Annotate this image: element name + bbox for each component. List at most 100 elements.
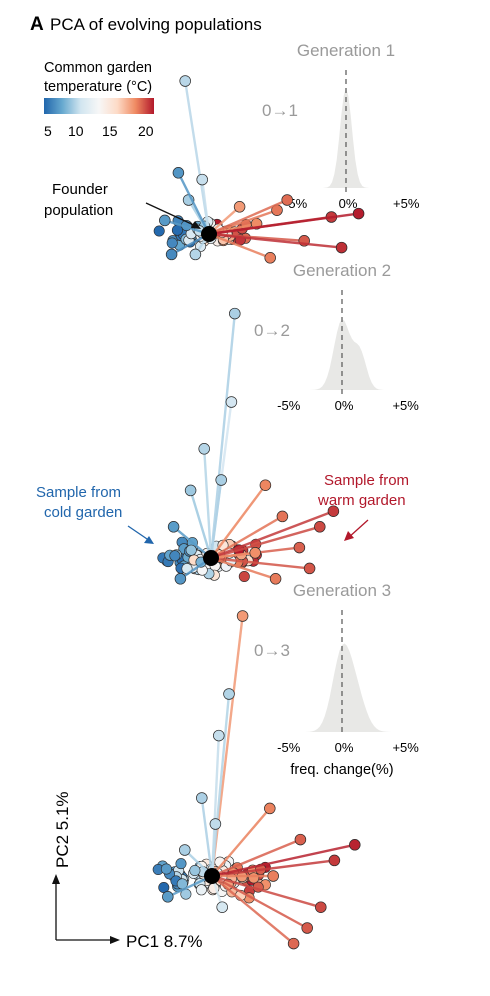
inset-transition-label: 0→1 bbox=[262, 101, 298, 120]
panel-letter: A bbox=[30, 14, 44, 35]
pca-point bbox=[185, 544, 197, 556]
pca-point bbox=[160, 863, 172, 875]
colorbar-tick-20: 20 bbox=[138, 123, 154, 139]
pca-point bbox=[269, 573, 282, 585]
inset-transition-label: 0→2 bbox=[254, 321, 290, 340]
pca-point bbox=[153, 225, 165, 237]
colorbar-title-line2: temperature (°C) bbox=[44, 79, 152, 95]
trajectory-line bbox=[210, 823, 217, 877]
trajectory-line bbox=[210, 515, 284, 560]
generation-2-panel: Generation 2 0→2 -5% 0% +5% bbox=[157, 261, 419, 585]
generation-title: Generation 2 bbox=[293, 261, 391, 280]
pca-point bbox=[314, 521, 326, 533]
cold-arrowhead bbox=[144, 536, 154, 544]
trajectory-line bbox=[189, 490, 213, 559]
founder-arrowhead bbox=[191, 221, 201, 229]
colorbar-tick-15: 15 bbox=[102, 123, 118, 139]
trajectory-line bbox=[201, 179, 211, 235]
pca-point bbox=[179, 75, 191, 87]
pca-point bbox=[166, 237, 178, 249]
pc2-axis-label: PC2 5.1% bbox=[53, 791, 72, 868]
inset-tick-label: -5% bbox=[277, 740, 301, 755]
pca-point bbox=[179, 844, 191, 856]
trajectory-line bbox=[208, 212, 359, 236]
pca-point bbox=[249, 547, 261, 559]
pca-point bbox=[236, 610, 249, 622]
pca-point bbox=[159, 214, 171, 227]
trajectory-line bbox=[203, 448, 213, 559]
trajectory-line bbox=[210, 556, 310, 570]
pca-point bbox=[233, 201, 246, 213]
pca-point bbox=[184, 484, 197, 497]
pca-point bbox=[189, 864, 201, 876]
pca-point bbox=[213, 729, 225, 742]
pca-point bbox=[229, 307, 241, 320]
pca-point bbox=[287, 937, 300, 950]
colorbar-tick-5: 5 bbox=[44, 123, 52, 139]
pca-point bbox=[223, 688, 235, 700]
trajectory-line bbox=[211, 843, 356, 878]
cold-label-line2: cold garden bbox=[44, 504, 122, 521]
pca-point bbox=[216, 901, 228, 913]
trajectory-line bbox=[211, 874, 308, 930]
pca-point bbox=[267, 870, 279, 882]
inset-tick-label: +5% bbox=[393, 196, 420, 211]
founder-point bbox=[204, 868, 220, 884]
pca-point bbox=[276, 510, 289, 523]
pca-point bbox=[174, 573, 187, 585]
inset-tick-label: 0% bbox=[335, 740, 354, 755]
figure-title: PCA of evolving populations bbox=[50, 15, 262, 34]
cold-arrow bbox=[127, 525, 151, 542]
founder-arrow bbox=[145, 202, 199, 228]
cold-label-line1: Sample from bbox=[36, 484, 121, 501]
generation-3-panel: Generation 3 0→3 -5% 0% +5% freq. change(%) bbox=[152, 581, 419, 950]
inset-tick-label: +5% bbox=[392, 398, 419, 413]
trajectory-line bbox=[210, 484, 267, 559]
pc2-axis-arrowhead bbox=[52, 874, 60, 884]
pca-point bbox=[281, 194, 293, 206]
trajectory-line bbox=[167, 874, 213, 898]
pca-point bbox=[315, 901, 327, 913]
founder-point bbox=[203, 550, 219, 566]
inset-tick-label: -5% bbox=[277, 398, 301, 413]
founder-point bbox=[201, 226, 217, 242]
trajectory-line bbox=[200, 797, 214, 877]
pca-point bbox=[248, 872, 260, 884]
pca-point bbox=[167, 521, 180, 533]
pca-point bbox=[294, 833, 307, 846]
pca-point bbox=[169, 550, 181, 562]
trajectory-line bbox=[210, 525, 321, 560]
pca-point bbox=[189, 248, 202, 261]
trajectory-line bbox=[208, 232, 271, 259]
trajectory-line bbox=[211, 875, 295, 945]
pca-point bbox=[352, 207, 365, 220]
pca-point bbox=[225, 396, 238, 408]
founder-label-line2: population bbox=[44, 202, 113, 219]
trajectory-line bbox=[208, 198, 288, 236]
pca-point bbox=[264, 802, 276, 815]
pca-point bbox=[196, 173, 208, 186]
pca-point bbox=[198, 443, 210, 455]
trajectory-line bbox=[208, 232, 342, 249]
pca-point bbox=[293, 541, 306, 554]
pca-point bbox=[209, 818, 222, 830]
pca-point bbox=[175, 858, 187, 870]
inset-tick-label: +5% bbox=[392, 740, 419, 755]
pca-point bbox=[172, 167, 185, 179]
trajectory-line bbox=[209, 479, 223, 559]
warm-arrowhead bbox=[344, 531, 354, 541]
pca-point bbox=[238, 570, 250, 582]
pca-point bbox=[215, 474, 227, 486]
pca-point bbox=[196, 792, 208, 804]
pc1-axis-arrowhead bbox=[110, 936, 120, 944]
colorbar-title-line1: Common garden bbox=[44, 60, 152, 76]
pca-point bbox=[301, 922, 313, 934]
warm-label-line2: warm garden bbox=[317, 492, 406, 509]
inset-transition-label: 0→3 bbox=[254, 641, 290, 660]
trajectory-line bbox=[209, 313, 236, 559]
warm-label-line1: Sample from bbox=[324, 472, 409, 489]
freq-density-area bbox=[268, 643, 416, 732]
pca-point bbox=[327, 505, 340, 517]
trajectory-line bbox=[210, 556, 276, 580]
